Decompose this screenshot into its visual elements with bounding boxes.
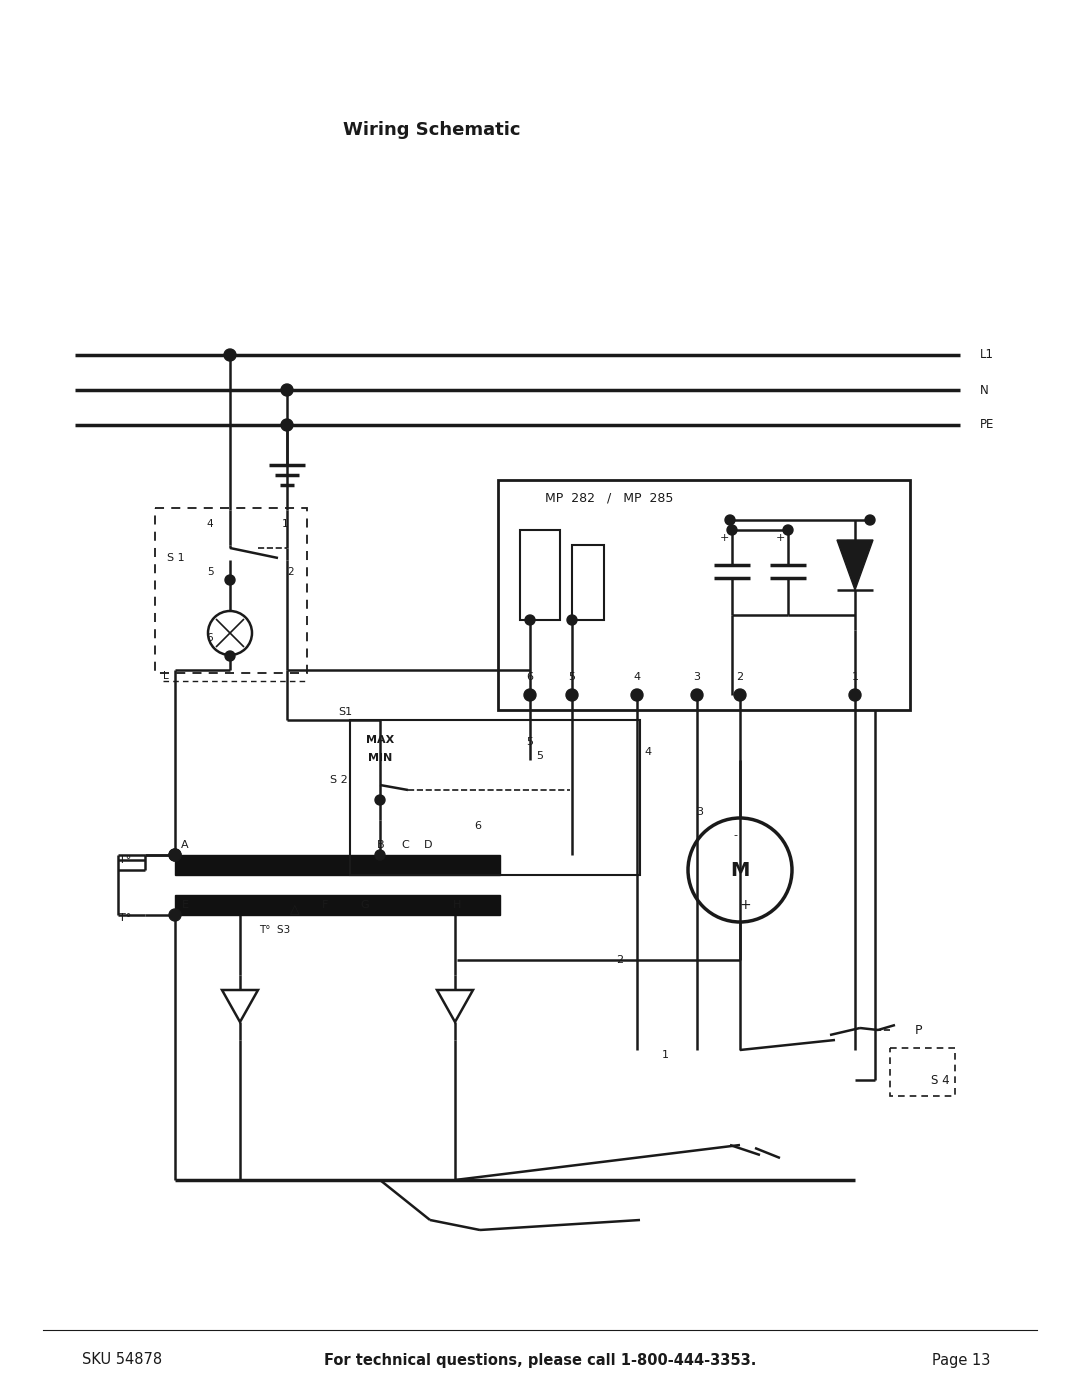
Text: G: G bbox=[361, 900, 369, 909]
Circle shape bbox=[375, 795, 384, 805]
Bar bbox=[350, 719, 640, 875]
Text: 1: 1 bbox=[851, 672, 859, 682]
Text: +: + bbox=[719, 534, 729, 543]
Text: B: B bbox=[377, 840, 384, 849]
Text: 1: 1 bbox=[282, 520, 288, 529]
Circle shape bbox=[566, 689, 578, 701]
Bar bbox=[572, 545, 604, 620]
Text: D: D bbox=[423, 840, 432, 849]
Circle shape bbox=[225, 651, 235, 661]
Circle shape bbox=[281, 384, 293, 395]
Circle shape bbox=[567, 615, 577, 624]
Circle shape bbox=[727, 525, 737, 535]
Text: N: N bbox=[980, 384, 989, 397]
Circle shape bbox=[849, 689, 861, 701]
Text: L1: L1 bbox=[980, 348, 994, 362]
Bar bbox=[498, 481, 910, 710]
Text: L: L bbox=[163, 671, 168, 680]
Circle shape bbox=[224, 349, 237, 360]
Text: 4: 4 bbox=[645, 747, 651, 757]
Text: 6: 6 bbox=[527, 672, 534, 682]
Text: +: + bbox=[775, 534, 785, 543]
Text: 6: 6 bbox=[474, 821, 482, 831]
Text: Page 13: Page 13 bbox=[932, 1352, 990, 1368]
Bar bbox=[890, 1048, 955, 1097]
Text: S 4: S 4 bbox=[931, 1073, 949, 1087]
Text: MIN: MIN bbox=[368, 753, 392, 763]
Text: 5: 5 bbox=[206, 567, 214, 577]
Text: Wiring Schematic: Wiring Schematic bbox=[343, 122, 521, 138]
Text: +: + bbox=[739, 898, 751, 912]
Bar bbox=[519, 529, 561, 620]
Text: 6: 6 bbox=[206, 633, 214, 643]
Text: T°: T° bbox=[119, 914, 131, 923]
Circle shape bbox=[865, 515, 875, 525]
Polygon shape bbox=[837, 541, 873, 590]
Text: 4: 4 bbox=[634, 672, 640, 682]
Text: 3: 3 bbox=[697, 807, 703, 817]
Circle shape bbox=[168, 849, 181, 861]
Text: P: P bbox=[915, 1024, 921, 1037]
Text: 5: 5 bbox=[527, 738, 534, 747]
Text: MAX: MAX bbox=[366, 735, 394, 745]
Circle shape bbox=[525, 615, 535, 624]
Text: MP  282   /   MP  285: MP 282 / MP 285 bbox=[545, 492, 673, 504]
Text: A: A bbox=[181, 840, 189, 849]
Text: T°  S3: T° S3 bbox=[259, 925, 291, 935]
Text: 2: 2 bbox=[737, 672, 743, 682]
Text: 3: 3 bbox=[693, 672, 701, 682]
Text: S 2: S 2 bbox=[330, 775, 348, 785]
Text: S 1: S 1 bbox=[167, 553, 185, 563]
Circle shape bbox=[734, 689, 746, 701]
Bar bbox=[175, 855, 500, 875]
Text: T°: T° bbox=[119, 855, 131, 865]
Text: S1: S1 bbox=[338, 707, 352, 717]
Text: 2: 2 bbox=[617, 956, 623, 965]
Circle shape bbox=[631, 689, 643, 701]
Text: SKU 54878: SKU 54878 bbox=[82, 1352, 162, 1368]
Text: C: C bbox=[401, 840, 409, 849]
Text: F: F bbox=[322, 900, 328, 909]
Text: E: E bbox=[181, 900, 189, 909]
Circle shape bbox=[725, 515, 735, 525]
Circle shape bbox=[375, 849, 384, 861]
Bar bbox=[175, 895, 500, 915]
Text: H: H bbox=[453, 900, 461, 909]
Text: △: △ bbox=[291, 904, 300, 916]
Bar bbox=[156, 509, 307, 673]
Text: 4: 4 bbox=[206, 520, 214, 529]
Circle shape bbox=[281, 419, 293, 432]
Text: 1: 1 bbox=[661, 1051, 669, 1060]
Circle shape bbox=[783, 525, 793, 535]
Circle shape bbox=[691, 689, 703, 701]
Text: 5: 5 bbox=[568, 672, 576, 682]
Circle shape bbox=[168, 849, 181, 861]
Text: PE: PE bbox=[980, 419, 995, 432]
Circle shape bbox=[225, 576, 235, 585]
Circle shape bbox=[524, 689, 536, 701]
Text: M: M bbox=[730, 861, 750, 880]
Text: -: - bbox=[733, 830, 737, 840]
Text: 2: 2 bbox=[287, 567, 295, 577]
Text: 5: 5 bbox=[537, 752, 543, 761]
Circle shape bbox=[168, 909, 181, 921]
Text: For technical questions, please call 1-800-444-3353.: For technical questions, please call 1-8… bbox=[324, 1352, 756, 1368]
